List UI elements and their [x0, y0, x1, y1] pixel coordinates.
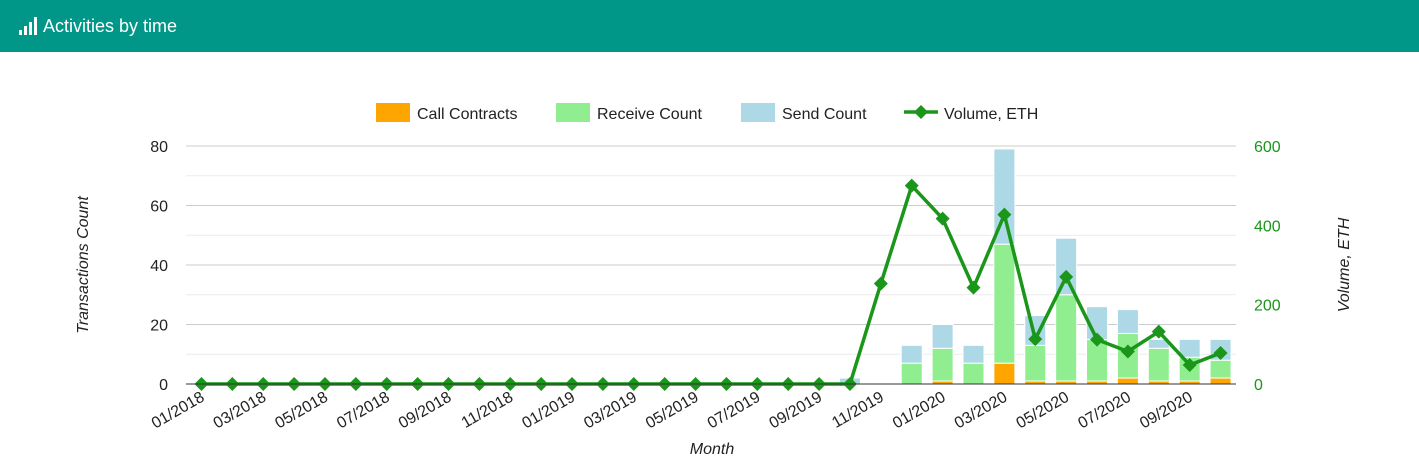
bar-receive-count: [993, 243, 1016, 364]
y-tick-label: 60: [150, 199, 168, 216]
bars: [838, 148, 1232, 385]
legend-label: Volume, ETH: [944, 106, 1038, 123]
bar-send-count: [993, 148, 1016, 245]
x-tick-label: 07/2019: [705, 389, 764, 433]
legend-label: Call Contracts: [417, 106, 517, 123]
x-tick-label: 03/2020: [952, 389, 1011, 433]
legend-label: Receive Count: [597, 106, 703, 123]
y-right-tick-label: 200: [1254, 298, 1281, 315]
y-tick-label: 0: [159, 377, 168, 394]
volume-point: [1090, 332, 1105, 347]
y-right-tick-label: 400: [1254, 218, 1281, 235]
x-tick-label: 01/2019: [519, 389, 578, 433]
x-tick-label: 03/2019: [581, 389, 640, 433]
legend-swatch: [376, 103, 410, 122]
x-tick-label: 09/2018: [396, 389, 455, 433]
panel-title: Activities by time: [43, 15, 178, 36]
legend-item: Receive Count: [556, 103, 703, 123]
legend-item: Call Contracts: [376, 103, 517, 123]
volume-point: [997, 207, 1012, 222]
volume-point: [1182, 357, 1197, 372]
activities-chart: 0 20 40 60 80 0 200 400 600 Transactions Count Vol…: [75, 103, 1353, 458]
x-tick-label: 01/2020: [890, 389, 949, 433]
volume-point: [1213, 346, 1228, 361]
y-right-tick-label: 600: [1254, 139, 1281, 156]
volume-point: [935, 211, 950, 226]
bar-send-count: [1116, 309, 1139, 334]
y-right-axis-title: Volume, ETH: [1336, 217, 1353, 312]
x-tick-label: 05/2019: [643, 389, 702, 433]
y-tick-label: 20: [150, 318, 168, 335]
bar-receive-count: [962, 362, 985, 385]
x-tick-label: 11/2018: [459, 389, 517, 432]
bar-receive-count: [1147, 347, 1170, 382]
bar-chart-icon: [19, 17, 37, 35]
volume-point: [1059, 269, 1074, 284]
bar-receive-count: [900, 362, 923, 385]
x-axis-title: Month: [690, 441, 735, 458]
x-tick-label: 07/2018: [334, 389, 393, 433]
axes: 0 20 40 60 80 0 200 400 600 Transactions Count Vol…: [75, 139, 1353, 458]
legend-item: Send Count: [741, 103, 867, 123]
bar-receive-count: [931, 347, 954, 382]
x-tick-label: 03/2018: [211, 389, 270, 433]
legend-marker: [914, 105, 928, 119]
grid: [186, 145, 1236, 385]
x-tick-label: 07/2020: [1075, 389, 1134, 433]
bar-call-contracts: [993, 362, 1016, 385]
legend-item: Volume, ETH: [904, 105, 1038, 123]
x-tick-label: 05/2020: [1014, 389, 1073, 433]
bar-receive-count: [1024, 344, 1047, 382]
volume-point: [966, 280, 981, 295]
legend-label: Send Count: [782, 106, 867, 123]
volume-point: [904, 178, 919, 193]
panel-header: Activities by time: [0, 0, 1419, 52]
volume-point: [1120, 344, 1135, 359]
x-tick-label: 11/2019: [829, 389, 887, 432]
legend-swatch: [556, 103, 590, 122]
y-tick-label: 40: [150, 258, 168, 275]
x-tick-label: 01/2018: [149, 389, 208, 433]
bar-send-count: [931, 324, 954, 349]
volume-point: [873, 276, 888, 291]
volume-point: [1028, 332, 1043, 347]
bar-call-contracts: [1116, 377, 1139, 385]
bar-receive-count: [1055, 294, 1078, 382]
bar-send-count: [900, 344, 923, 364]
x-tick-label: 05/2018: [272, 389, 331, 433]
bar-call-contracts: [1209, 377, 1232, 385]
bar-send-count: [1178, 338, 1201, 358]
y-axis-title: Transactions Count: [75, 196, 92, 334]
y-right-tick-label: 0: [1254, 377, 1263, 394]
bar-send-count: [1055, 237, 1078, 296]
bar-send-count: [962, 344, 985, 364]
legend-swatch: [741, 103, 775, 122]
volume-point: [1151, 324, 1166, 339]
bar-receive-count: [1209, 359, 1232, 379]
x-tick-label: 09/2020: [1137, 389, 1196, 433]
legend: Call Contracts Receive Count Send Count Vol…: [376, 103, 1038, 123]
x-tick-label: 09/2019: [766, 389, 825, 433]
y-tick-label: 80: [150, 139, 168, 156]
